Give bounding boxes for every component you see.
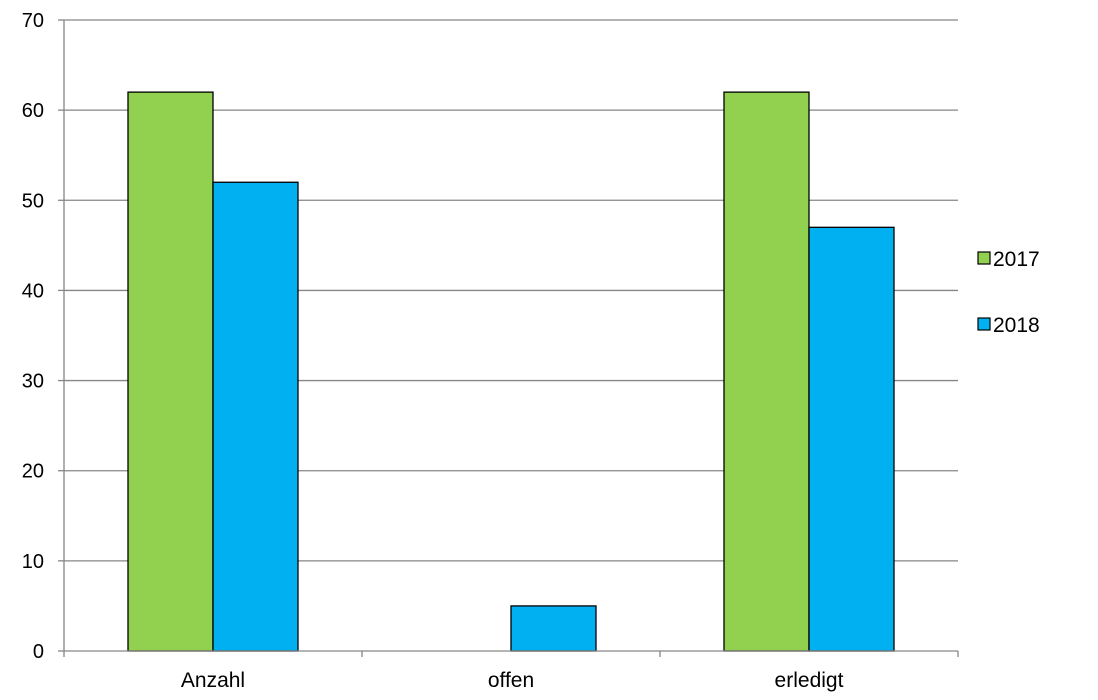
x-category-label: erledigt <box>775 669 844 692</box>
y-tick-label: 20 <box>22 461 44 483</box>
x-category-label: offen <box>488 669 534 692</box>
bars <box>127 91 895 652</box>
legend-swatch-2018 <box>977 317 991 331</box>
bar-2017-Anzahl <box>127 91 214 652</box>
y-tick-label: 0 <box>33 641 44 663</box>
axes <box>58 19 959 657</box>
x-category-label: Anzahl <box>181 669 245 692</box>
legend-label: 2017 <box>993 248 1040 271</box>
bar-2018-Anzahl <box>212 181 299 652</box>
y-tick-label: 50 <box>22 190 44 212</box>
y-tick-label: 40 <box>22 280 44 302</box>
bar-2017-erledigt <box>723 91 810 652</box>
y-tick-label: 30 <box>22 371 44 393</box>
legend-swatch-2017 <box>977 251 991 265</box>
legend-label: 2018 <box>993 314 1040 337</box>
category-labels: Anzahl offen erledigt <box>181 669 844 692</box>
y-tick-label: 60 <box>22 100 44 122</box>
legend: 2017 2018 <box>977 248 1040 337</box>
y-tick-label: 10 <box>22 551 44 573</box>
y-tick-labels: 0 10 20 30 40 50 60 70 <box>22 10 44 663</box>
bar-2018-erledigt <box>808 226 895 652</box>
y-tick-label: 70 <box>22 10 44 32</box>
bar-2018-offen <box>510 605 597 652</box>
